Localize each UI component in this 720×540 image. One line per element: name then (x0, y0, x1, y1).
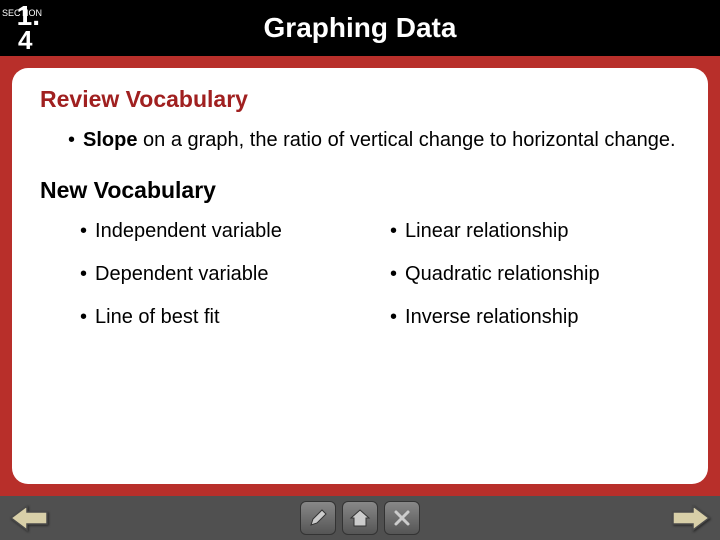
footer-nav (0, 496, 720, 540)
bullet-icon: • (80, 263, 87, 286)
close-icon (393, 509, 411, 527)
bullet-icon: • (68, 127, 75, 153)
pen-icon (308, 508, 328, 528)
review-heading: Review Vocabulary (40, 86, 680, 113)
vocab-label: Line of best fit (95, 306, 220, 329)
bullet-icon: • (80, 306, 87, 329)
center-controls (300, 501, 420, 535)
bullet-icon: • (390, 220, 397, 243)
forward-arrow[interactable] (670, 501, 712, 535)
vocab-label: Quadratic relationship (405, 263, 600, 286)
vocab-item: • Independent variable (80, 220, 370, 243)
vocab-label: Linear relationship (405, 220, 568, 243)
vocab-item: • Inverse relationship (390, 306, 680, 329)
section-subnumber: 4 (18, 25, 32, 56)
vocab-item: • Dependent variable (80, 263, 370, 286)
vocab-item: • Line of best fit (80, 306, 370, 329)
home-icon (349, 508, 371, 528)
section-box: SECTION 1. 4 (0, 0, 48, 56)
bullet-icon: • (390, 306, 397, 329)
review-definition: on a graph, the ratio of vertical change… (137, 129, 675, 151)
review-text: Slope on a graph, the ratio of vertical … (83, 127, 676, 153)
bullet-icon: • (390, 263, 397, 286)
header-bar: SECTION 1. 4 Graphing Data (0, 0, 720, 56)
vocab-grid: • Independent variable • Linear relationsh… (80, 220, 680, 329)
review-term: Slope (83, 129, 137, 151)
vocab-item: • Quadratic relationship (390, 263, 680, 286)
back-arrow[interactable] (8, 501, 50, 535)
page-title: Graphing Data (48, 12, 720, 44)
bullet-icon: • (80, 220, 87, 243)
home-button[interactable] (342, 501, 378, 535)
content-frame: Review Vocabulary • Slope on a graph, th… (0, 56, 720, 496)
vocab-label: Independent variable (95, 220, 282, 243)
newvocab-heading: New Vocabulary (40, 177, 680, 204)
vocab-label: Dependent variable (95, 263, 268, 286)
pen-button[interactable] (300, 501, 336, 535)
vocab-item: • Linear relationship (390, 220, 680, 243)
vocab-label: Inverse relationship (405, 306, 578, 329)
review-bullet: • Slope on a graph, the ratio of vertica… (68, 127, 680, 153)
content-panel: Review Vocabulary • Slope on a graph, th… (12, 68, 708, 484)
close-button[interactable] (384, 501, 420, 535)
